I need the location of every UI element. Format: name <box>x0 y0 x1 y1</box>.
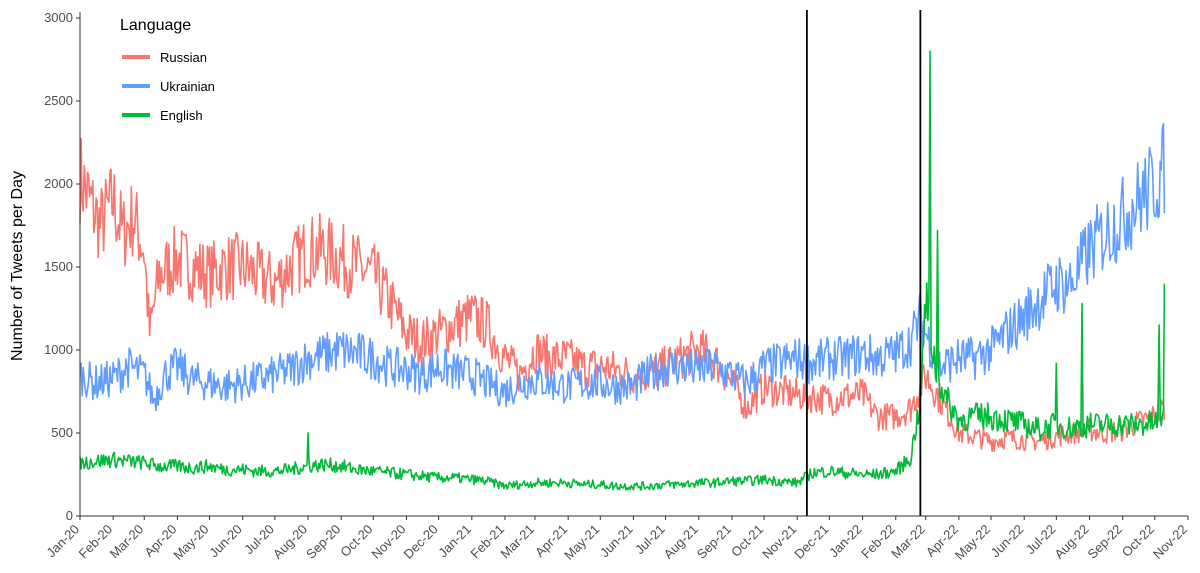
series-layer <box>79 50 1166 491</box>
x-tick-label: May-22 <box>952 522 993 563</box>
legend-label-english: English <box>160 108 203 123</box>
x-tick-label: Oct-21 <box>728 522 766 560</box>
legend-title: Language <box>120 17 191 34</box>
legend-label-russian: Russian <box>160 50 207 65</box>
x-tick-label: Mar-20 <box>107 522 147 562</box>
y-tick-label: 2000 <box>44 176 73 191</box>
x-tick-label: Nov-21 <box>759 522 799 562</box>
series-line-russian <box>79 137 1166 452</box>
x-tick-label: Oct-20 <box>337 522 375 560</box>
y-axis-title: Number of Tweets per Day <box>9 171 26 361</box>
x-tick-label: Jan-20 <box>43 522 82 561</box>
x-tick-label: Mar-22 <box>888 522 928 562</box>
x-tick-label: Jun-20 <box>206 522 245 561</box>
x-tick-label: Aug-20 <box>270 522 310 562</box>
x-tick-label: Jun-21 <box>597 522 636 561</box>
x-tick-label: Sep-20 <box>303 522 343 562</box>
x-tick-label: Dec-21 <box>791 522 831 562</box>
x-tick-label: Jan-21 <box>435 522 474 561</box>
x-tick-label: Feb-20 <box>76 522 116 562</box>
legend: Language Russian Ukrainian English <box>120 17 215 123</box>
x-tick-label: Jan-22 <box>826 522 865 561</box>
x-tick-label: Mar-21 <box>497 522 537 562</box>
x-tick-label: Oct-22 <box>1119 522 1157 560</box>
series-line-english <box>79 50 1166 491</box>
x-tick-label: May-20 <box>170 522 211 563</box>
y-tick-label: 1000 <box>44 342 73 357</box>
x-tick-label: Aug-21 <box>661 522 701 562</box>
y-tick-label: 500 <box>51 425 73 440</box>
x-tick-label: Sep-21 <box>694 522 734 562</box>
y-tick-label: 0 <box>66 508 73 523</box>
y-axis-ticks: 0 500 1000 1500 2000 2500 3000 <box>44 10 80 523</box>
series-line-ukrainian <box>79 122 1166 412</box>
y-tick-label: 3000 <box>44 10 73 25</box>
x-tick-label: Jun-22 <box>988 522 1027 561</box>
legend-items: Russian Ukrainian English <box>122 50 215 123</box>
x-tick-label: Aug-22 <box>1051 522 1091 562</box>
x-tick-label: Nov-22 <box>1150 522 1190 562</box>
legend-label-ukrainian: Ukrainian <box>160 79 215 94</box>
x-tick-label: May-21 <box>561 522 602 563</box>
x-tick-label: Sep-22 <box>1085 522 1125 562</box>
x-axis-ticks: Jan-20Feb-20Mar-20Apr-20May-20Jun-20Jul-… <box>43 516 1190 563</box>
y-tick-label: 2500 <box>44 93 73 108</box>
y-tick-label: 1500 <box>44 259 73 274</box>
event-lines <box>805 10 922 516</box>
x-tick-label: Nov-20 <box>368 522 408 562</box>
x-tick-label: Dec-20 <box>400 522 440 562</box>
